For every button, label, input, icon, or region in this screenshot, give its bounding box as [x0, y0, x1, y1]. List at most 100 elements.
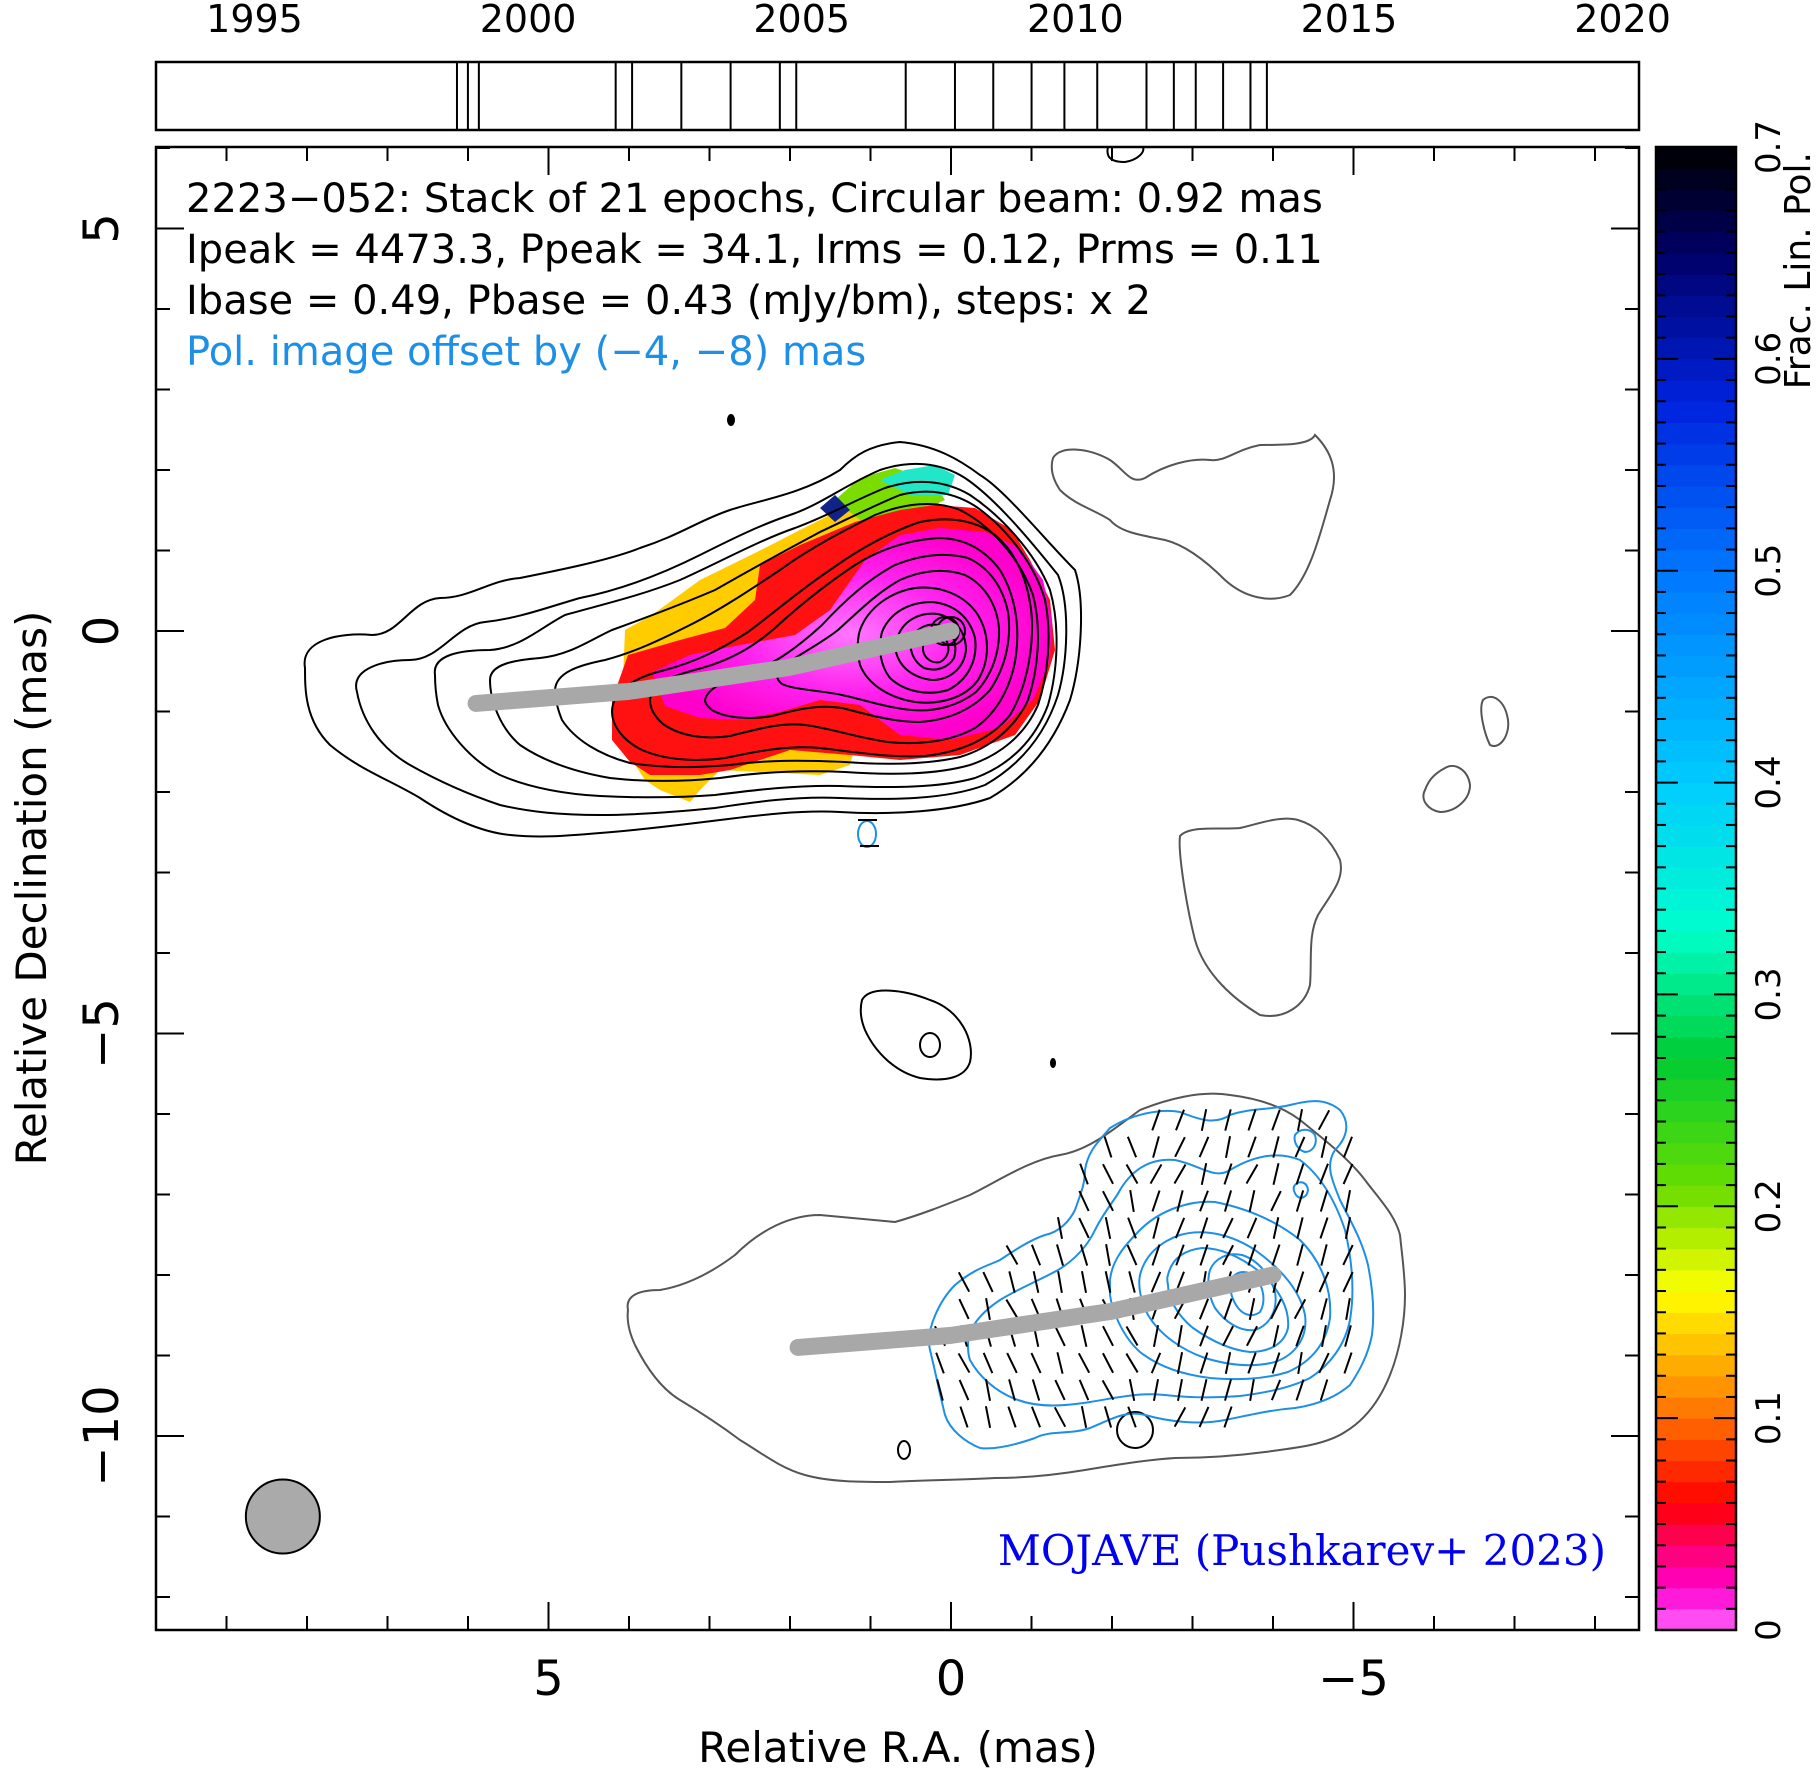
- colorbar-cell: [1656, 507, 1736, 529]
- colorbar-cell: [1656, 1291, 1736, 1313]
- year-label: 2015: [1301, 0, 1398, 41]
- colorbar-cell: [1656, 952, 1736, 974]
- colorbar-cell: [1656, 1142, 1736, 1165]
- year-label: 2010: [1027, 0, 1124, 41]
- evpa-tick: [1152, 1379, 1160, 1401]
- evpa-tick: [1248, 1298, 1256, 1320]
- evpa-tick: [1270, 1190, 1282, 1212]
- colorbar-cell: [1656, 210, 1736, 233]
- evpa-tick: [1125, 1325, 1139, 1347]
- stokes-i-contour: [776, 569, 1001, 712]
- evpa-tick: [1105, 1243, 1111, 1267]
- evpa-tick: [1272, 1217, 1280, 1239]
- year-label: 1995: [206, 0, 303, 41]
- colorbar-cell: [1656, 1100, 1736, 1123]
- evpa-tick: [1271, 1244, 1281, 1266]
- evpa-tick: [1342, 1244, 1354, 1266]
- colorbar-cell: [1656, 485, 1736, 508]
- evpa-tick: [1175, 1244, 1185, 1266]
- evpa-tick: [1150, 1352, 1162, 1374]
- evpa-tick: [957, 1271, 971, 1293]
- evpa-tick: [958, 1298, 970, 1320]
- colorbar-cell: [1656, 1524, 1736, 1546]
- stokes-i-contour: [648, 536, 1019, 745]
- evpa-tick: [1296, 1217, 1304, 1239]
- stokes-i-contour: [488, 490, 1050, 782]
- evpa-tick: [1151, 1109, 1161, 1131]
- evpa-tick: [1031, 1379, 1041, 1401]
- colorbar-cell: [1656, 1333, 1736, 1356]
- evpa-tick: [1319, 1379, 1329, 1401]
- stokes-i-contour: [553, 502, 1039, 769]
- colorbar-cell: [1656, 1185, 1736, 1207]
- ridgeline: [467, 622, 960, 712]
- axis-tick-labels: 5 0 −5 5 0 −5 −10: [74, 213, 1389, 1707]
- evpa-tick: [1080, 1271, 1088, 1293]
- evpa-tick: [1295, 1379, 1305, 1401]
- evpa-tick: [1200, 1379, 1208, 1401]
- year-label: 2020: [1574, 0, 1671, 41]
- evpa-tick: [1224, 1109, 1232, 1131]
- evpa-tick: [1321, 1324, 1327, 1348]
- colorbar-cell: [1656, 1269, 1736, 1292]
- sky-map: [244, 147, 1510, 1555]
- evpa-tick: [1200, 1163, 1208, 1185]
- stokes-i-contour: [879, 600, 977, 694]
- evpa-tick: [1295, 1190, 1305, 1212]
- base-contour: [1422, 765, 1472, 814]
- evpa-tick: [982, 1352, 994, 1374]
- evpa-tick: [1343, 1136, 1353, 1158]
- year-label: 2000: [480, 0, 577, 41]
- colorbar-cell: [1656, 1354, 1736, 1377]
- colorbar-cell: [1656, 655, 1736, 678]
- colorbar-tick-label: 0.4: [1749, 756, 1789, 810]
- evpa-tick: [1176, 1190, 1184, 1212]
- evpa-tick: [1056, 1352, 1064, 1374]
- timeline-frame: [154, 60, 1641, 132]
- evpa-tick: [1102, 1190, 1114, 1212]
- colorbar-cell: [1656, 930, 1736, 953]
- evpa-tick: [1173, 1406, 1187, 1428]
- colorbar-tick-label: 0.1: [1749, 1391, 1789, 1445]
- evpa-tick: [1078, 1190, 1090, 1212]
- colorbar-cell: [1656, 528, 1736, 551]
- base-contour: [626, 1092, 1407, 1484]
- colorbar-cell: [1656, 1460, 1736, 1483]
- evpa-tick: [1008, 1271, 1016, 1293]
- stokes-i-contour: [433, 480, 1058, 799]
- evpa-tick: [1198, 1136, 1210, 1158]
- evpa-tick: [1246, 1325, 1258, 1347]
- evpa-tick: [1319, 1190, 1329, 1212]
- evpa-tick: [1176, 1352, 1184, 1374]
- evpa-tick: [984, 1406, 992, 1428]
- evpa-tick: [1174, 1217, 1186, 1239]
- evpa-tick: [1125, 1353, 1139, 1373]
- colorbar-cell: [1656, 274, 1736, 296]
- evpa-tick: [1295, 1325, 1305, 1347]
- evpa-tick: [1054, 1379, 1066, 1401]
- colorbar-cell: [1656, 443, 1736, 466]
- evpa-tick: [1126, 1136, 1138, 1158]
- evpa-tick: [1224, 1136, 1232, 1158]
- evpa-tick: [1080, 1406, 1088, 1428]
- evpa-tick: [1152, 1325, 1160, 1347]
- evpa-tick: [1006, 1352, 1018, 1374]
- year-labels: 1995 2000 2005 2010 2015 2020: [206, 0, 1671, 41]
- evpa-tick: [1104, 1217, 1112, 1239]
- evpa-tick: [1078, 1379, 1090, 1401]
- y-tick-label: 0: [74, 616, 130, 647]
- evpa-tick: [1102, 1163, 1114, 1185]
- plot-frame: [154, 145, 1641, 1632]
- colorbar-cell: [1656, 1502, 1736, 1525]
- y-axis-label: Relative Declination (mas): [7, 611, 56, 1166]
- evpa-tick: [1320, 1136, 1328, 1158]
- colorbar-label: Frac. Lin. Pol.: [1778, 152, 1819, 389]
- evpa-tick: [1319, 1217, 1329, 1239]
- evpa-tick: [982, 1271, 994, 1293]
- colorbar: 0 0.1 0.2 0.3 0.4 0.5 0.6 0.7 Frac. Lin. Pol.: [1654, 120, 1819, 1641]
- evpa-tick: [1128, 1271, 1136, 1293]
- evpa-tick: [1127, 1217, 1137, 1239]
- evpa-tick: [957, 1352, 971, 1374]
